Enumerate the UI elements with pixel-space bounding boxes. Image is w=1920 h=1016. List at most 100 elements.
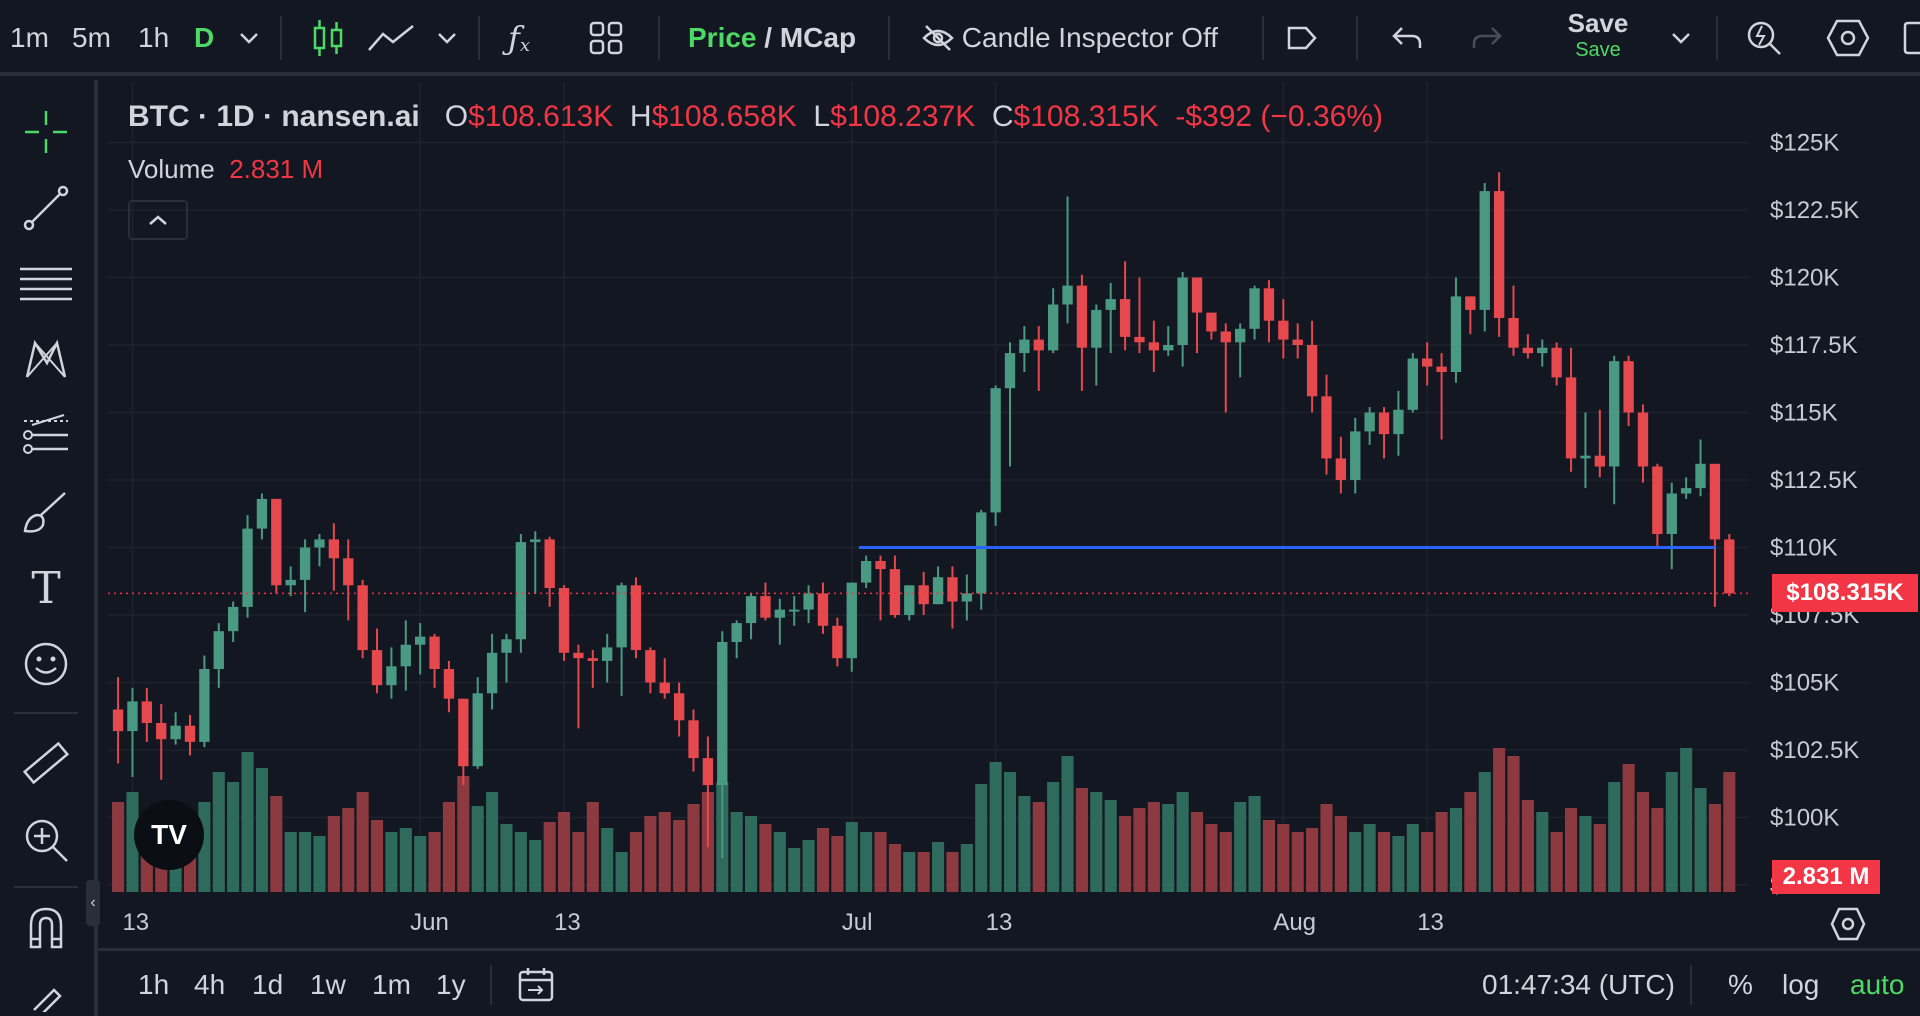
range-1d[interactable]: 1d [252,969,284,1000]
volume-bar [658,812,671,892]
chart-settings-gear-icon[interactable] [1830,906,1866,947]
candle-body [1450,296,1462,372]
log-scale-toggle[interactable]: log [1782,969,1820,1000]
candle-body [429,636,440,669]
range-4h[interactable]: 4h [194,969,226,1000]
chart-type-chevron-icon[interactable] [436,18,458,58]
volume-bar [586,802,599,892]
collapse-legend-chevron-up-icon[interactable] [128,200,188,240]
go-to-date-calendar-icon[interactable] [516,963,556,1007]
volume-bar [442,802,455,892]
interval-d[interactable]: D [194,22,215,53]
time-tick-label: 13 [122,909,149,936]
candle-body [817,593,829,626]
interval-1m[interactable]: 1m [10,22,49,53]
candle-body [1292,339,1303,345]
volume-bar [946,852,959,892]
brush-icon[interactable] [18,484,74,540]
fib-levels-icon[interactable] [18,408,74,464]
candle-body [314,539,325,548]
candle-body [1105,299,1116,310]
candle-body [1263,288,1275,321]
zoom-in-icon[interactable] [18,812,74,868]
redo-icon[interactable] [1470,18,1504,58]
range-1m[interactable]: 1m [372,969,411,1000]
ohlc-legend: BTC · 1D · nansen.ai O$108.613K H$108.65… [128,100,1383,134]
undo-icon[interactable] [1390,18,1424,58]
symbol-title[interactable]: BTC · 1D · nansen.ai [128,100,420,133]
candle-body [1062,285,1073,305]
volume-bar [1277,824,1290,892]
settings-gear-icon[interactable] [1826,18,1870,58]
volume-bar [745,816,758,892]
save-button[interactable]: Save Save [1552,8,1644,68]
range-1w[interactable]: 1w [310,969,346,1000]
high-label: H [629,100,652,133]
price-axis: $125K $122.5K $120K $117.5K $115K $112.5K $110… [1770,130,1859,900]
candle-body [1508,318,1519,348]
volume-bar [1262,820,1275,892]
chart-grid [108,82,1748,892]
trend-line-icon[interactable] [18,180,74,236]
price-tick-label: $125K [1770,130,1839,157]
toolbar-divider [1262,16,1264,60]
volume-bar [1018,796,1031,892]
volume-bar [1090,792,1103,892]
quick-search-icon[interactable] [1744,18,1784,58]
volume-bar [1003,772,1017,892]
eye-off-icon [922,25,954,51]
line-chart-icon[interactable] [366,18,416,58]
volume-bar [903,852,916,892]
save-status: Save [1575,39,1621,61]
interval-dropdown-chevron-icon[interactable] [238,18,260,58]
save-chevron-icon[interactable] [1670,18,1692,58]
text-tool-icon[interactable]: T [31,562,61,614]
percent-scale-toggle[interactable]: % [1728,969,1753,1000]
candle-body [515,542,527,640]
range-1y[interactable]: 1y [436,969,466,1000]
alert-tag-icon[interactable] [1286,18,1318,58]
candle-body [414,636,426,645]
auto-scale-toggle[interactable]: auto [1850,969,1905,1000]
interval-1h[interactable]: 1h [138,22,170,53]
range-1h[interactable]: 1h [138,969,170,1000]
high-value: $108.658K [651,100,797,133]
candle-body [1594,455,1606,467]
candlestick-chart[interactable]: $125K $122.5K $120K $117.5K $115K $112.5K $110… [108,82,1920,942]
last-volume-tag: 2.831 M [1772,860,1880,894]
utc-clock[interactable]: 01:47:34 (UTC) [1482,969,1675,1000]
volume-bar [917,852,930,892]
candle-body [803,593,814,610]
candle-body [299,547,311,580]
magnet-icon[interactable] [18,900,74,956]
candle-body [285,579,296,586]
tradingview-logo[interactable]: TV [134,800,204,870]
time-axis: 13 Jun 13 Jul 13 Aug 13 [122,909,1443,936]
volume-bar [615,852,628,892]
layout-grid-icon[interactable] [588,18,624,58]
candle-body [904,585,915,615]
pattern-icon[interactable] [18,332,74,388]
volume-bar [212,772,225,892]
interval-5m[interactable]: 5m [72,22,111,53]
price-mcap-toggle[interactable]: Price / MCap [688,22,857,53]
volume-bar [1219,832,1232,892]
collapse-toolbar-chevron-icon[interactable]: ‹ [86,880,100,926]
candle-body [127,701,138,732]
volume-bar [1579,816,1592,892]
candle-body [1306,345,1318,397]
candle-body [1436,366,1447,372]
volume-bar [673,820,686,892]
fullscreen-icon[interactable] [1902,18,1920,58]
lock-drawing-icon[interactable] [18,976,74,1012]
horizontal-lines-icon[interactable] [18,256,74,312]
candles-icon[interactable] [310,18,346,58]
candle-inspector-toggle[interactable]: Candle Inspector Off [922,18,1218,58]
price-chart-pane[interactable]: $125K $122.5K $120K $117.5K $115K $112.5K $110… [108,82,1920,942]
ruler-icon[interactable] [18,736,74,792]
price-tick-label: $112.5K [1770,467,1858,494]
crosshair-icon[interactable] [18,104,74,160]
emoji-icon[interactable] [18,636,74,692]
candle-body [271,498,282,586]
